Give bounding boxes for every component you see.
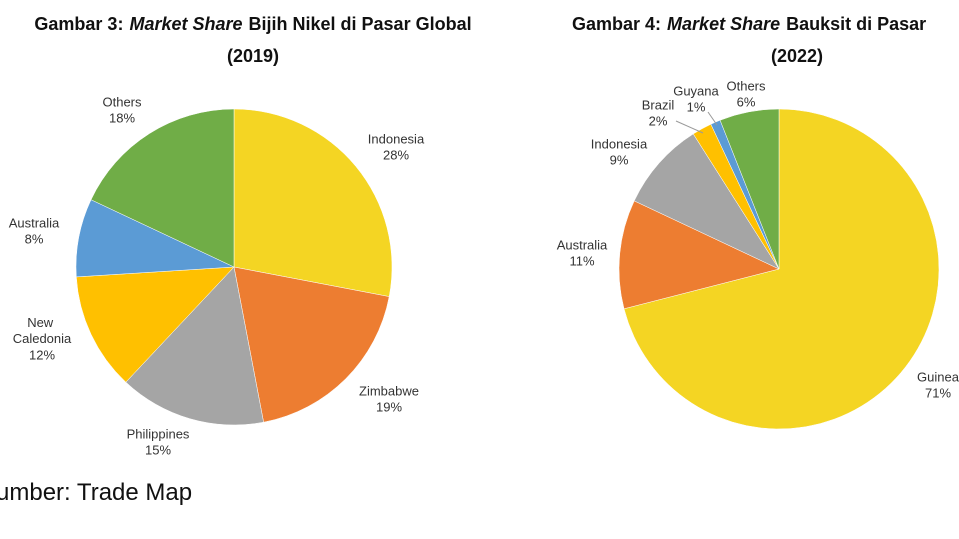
- pie-chart: Gambar 3: Market Share Bijih Nikel di Pasa…: [9, 14, 472, 458]
- title-part: Market Share: [667, 14, 780, 34]
- slice-label: Australia: [9, 215, 60, 230]
- slice-value-label: 1%: [687, 99, 706, 114]
- pie-chart: Gambar 4: Market Share Bauksit di Pasar (20…: [557, 14, 959, 430]
- pie-slice: [623, 108, 940, 430]
- slice-label: Guyana: [673, 83, 719, 98]
- title-part: Bauksit di Pasar: [786, 14, 926, 34]
- chart-subtitle: (2019): [227, 46, 279, 66]
- slice-value-label: 2%: [649, 113, 668, 128]
- slice-label: Others: [726, 78, 766, 93]
- slice-value-label: 18%: [109, 110, 135, 125]
- slice-label: Australia: [557, 237, 608, 252]
- slice-label: Brazil: [642, 97, 675, 112]
- chart-title: Gambar 3: Market Share Bijih Nikel di Pasa…: [34, 14, 471, 34]
- leader-line: [675, 120, 704, 134]
- slice-label: Indonesia: [591, 136, 648, 151]
- title-part: Gambar 4:: [572, 14, 661, 34]
- slice-label: Indonesia: [368, 131, 425, 146]
- slice-value-label: 11%: [569, 253, 594, 268]
- chart-subtitle: (2022): [771, 46, 823, 66]
- pie-slice: [633, 133, 780, 270]
- pie-slice: [90, 108, 235, 268]
- leader-line: [707, 111, 718, 126]
- slice-value-label: 71%: [925, 385, 951, 400]
- pie-slice: [233, 266, 390, 423]
- slice-label: Philippines: [127, 426, 190, 441]
- slice-label: Zimbabwe: [359, 383, 419, 398]
- title-part: Gambar 3:: [34, 14, 123, 34]
- pie-slice: [233, 108, 393, 297]
- title-part: Bijih Nikel di Pasar Global: [249, 14, 472, 34]
- slice-value-label: 6%: [737, 94, 756, 109]
- slice-value-label: 28%: [383, 147, 409, 162]
- chart-title: Gambar 4: Market Share Bauksit di Pasar: [572, 14, 926, 34]
- slice-label: New Caledonia: [13, 315, 72, 346]
- pie-slice: [719, 108, 780, 270]
- pie-slice: [76, 266, 235, 383]
- slice-value-label: 15%: [145, 442, 171, 457]
- slice-label: Guinea: [917, 369, 959, 384]
- title-part: Market Share: [129, 14, 242, 34]
- pie-slice: [125, 266, 264, 426]
- source-note: umber: Trade Map: [0, 479, 192, 506]
- slice-value-label: 12%: [29, 347, 55, 362]
- slice-value-label: 19%: [376, 399, 402, 414]
- pie-slice: [618, 200, 780, 310]
- slice-value-label: 8%: [25, 231, 44, 246]
- slice-label: Others: [102, 94, 142, 109]
- slice-value-label: 9%: [610, 152, 629, 167]
